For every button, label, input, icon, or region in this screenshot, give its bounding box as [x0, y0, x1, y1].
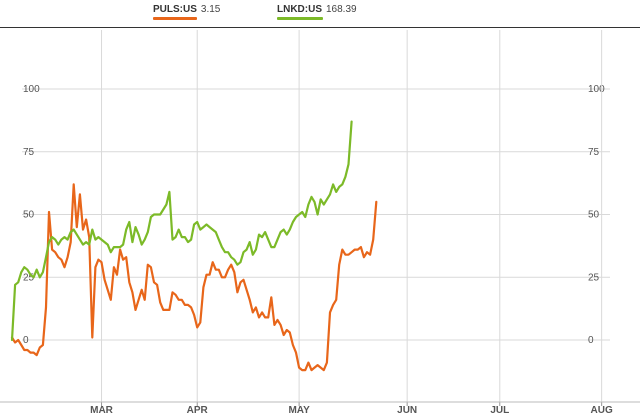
y-tick-label-left: 75 — [23, 147, 35, 158]
legend-series-value: 168.39 — [326, 4, 357, 15]
y-tick-label-right: 50 — [588, 210, 600, 221]
legend-swatch-lnkd — [277, 17, 323, 20]
legend-swatch-puls — [153, 17, 197, 20]
y-tick-label-left: 100 — [23, 84, 40, 95]
x-tick-label: MAY — [288, 405, 310, 416]
y-tick-label-left: 25 — [23, 272, 35, 283]
chart-top-border — [0, 27, 640, 28]
y-tick-label-right: 75 — [588, 147, 600, 158]
legend-item-puls[interactable]: PULS:US 3.15 — [153, 4, 221, 20]
legend-series-name: LNKD:US — [277, 4, 322, 15]
y-tick-label-right: 0 — [588, 335, 594, 346]
y-tick-label-left: 50 — [23, 210, 35, 221]
x-tick-label: APR — [187, 405, 209, 416]
series-line-pulsus — [10, 183, 378, 372]
series-line-lnkdus — [10, 120, 353, 342]
x-tick-label: MAR — [90, 405, 114, 416]
x-tick-label: JUL — [490, 405, 509, 416]
y-tick-label-right: 25 — [588, 272, 600, 283]
x-tick-label: AUG — [591, 405, 613, 416]
y-tick-label-right: 100 — [588, 84, 605, 95]
legend: PULS:US 3.15 LNKD:US 168.39 — [0, 4, 640, 26]
y-tick-label-left: 0 — [23, 335, 29, 346]
legend-series-value: 3.15 — [200, 4, 221, 15]
legend-series-name: PULS:US — [153, 4, 197, 15]
legend-item-lnkd[interactable]: LNKD:US 168.39 — [277, 4, 357, 20]
x-tick-label: JUN — [397, 405, 417, 416]
